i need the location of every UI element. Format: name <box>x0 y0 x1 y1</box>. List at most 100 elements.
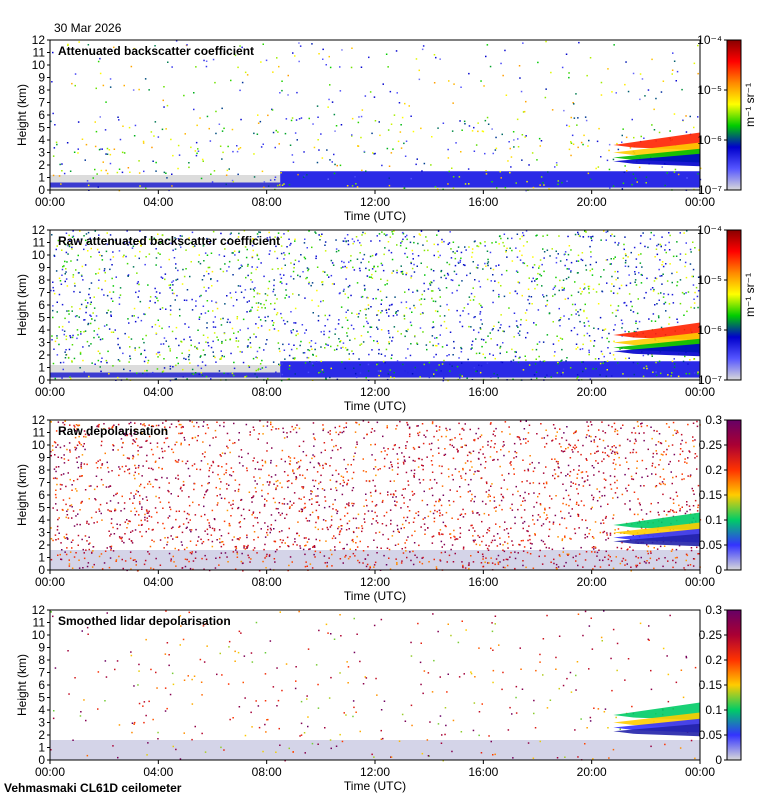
boundary-layer-band <box>50 550 700 570</box>
x-tick-label: 00:00 <box>35 195 65 209</box>
y-tick-label: 7 <box>38 286 45 300</box>
heatmap-field <box>50 230 700 382</box>
x-axis: 00:00 04:00 08:00 12:00 16:00 20:00 00:00 Time … <box>35 380 715 413</box>
x-tick-label: 00:00 <box>35 385 65 399</box>
y-tick-label: 9 <box>38 641 45 655</box>
y-tick-label: 7 <box>38 96 45 110</box>
y-tick-label: 4 <box>38 323 45 337</box>
x-tick-label: 20:00 <box>577 765 607 779</box>
colorbar-tick-label: 10⁻⁴ <box>697 223 722 237</box>
panel-title: Smoothed lidar depolarisation <box>58 614 231 628</box>
panel-title: Raw attenuated backscatter coefficient <box>58 234 280 248</box>
x-axis: 00:00 04:00 08:00 12:00 16:00 20:00 00:00 Time … <box>35 760 715 793</box>
colorbar-tick-label: 0.25 <box>699 628 723 642</box>
y-tick-label: 5 <box>38 311 45 325</box>
colorbar-tick-label: 0.05 <box>699 538 723 552</box>
colorbar-tick-label: 0.25 <box>699 438 723 452</box>
colorbar: 10⁻⁷ 10⁻⁶ 10⁻⁵ 10⁻⁴ m⁻¹ sr⁻¹ <box>697 33 757 197</box>
x-tick-label: 00:00 <box>35 575 65 589</box>
y-tick-label: 1 <box>38 551 45 565</box>
x-axis-label: Time (UTC) <box>344 209 406 223</box>
colorbar-tick-label: 10⁻⁴ <box>697 33 722 47</box>
y-tick-label: 5 <box>38 501 45 515</box>
y-axis-label: Height (km) <box>15 654 29 716</box>
colorbar-tick-label: 10⁻⁵ <box>697 83 722 97</box>
y-tick-label: 9 <box>38 451 45 465</box>
y-tick-label: 2 <box>38 728 45 742</box>
x-tick-label: 12:00 <box>360 765 390 779</box>
y-tick-label: 1 <box>38 361 45 375</box>
x-tick-label: 00:00 <box>35 765 65 779</box>
x-tick-label: 00:00 <box>685 195 715 209</box>
date-label: 30 Mar 2026 <box>54 21 122 35</box>
x-tick-label: 08:00 <box>252 385 282 399</box>
y-tick-label: 2 <box>38 158 45 172</box>
cloud-feature <box>613 132 700 167</box>
colorbar: 10⁻⁷ 10⁻⁶ 10⁻⁵ 10⁻⁴ m⁻¹ sr⁻¹ <box>697 223 757 387</box>
aerosol-layer <box>280 171 700 188</box>
boundary-layer-band <box>50 740 700 760</box>
x-axis-label: Time (UTC) <box>344 779 406 793</box>
y-tick-label: 4 <box>38 513 45 527</box>
panel-title: Attenuated backscatter coefficient <box>58 44 254 58</box>
x-axis: 00:00 04:00 08:00 12:00 16:00 20:00 00:00 Time … <box>35 190 715 223</box>
colorbar-tick-label: 0.05 <box>699 728 723 742</box>
x-tick-label: 16:00 <box>468 765 498 779</box>
x-tick-label: 04:00 <box>143 575 173 589</box>
heatmap-field <box>50 420 702 572</box>
heatmap-field <box>50 610 700 762</box>
colorbar-tick-label: 0 <box>715 563 722 577</box>
y-tick-label: 6 <box>38 298 45 312</box>
y-tick-label: 8 <box>38 463 45 477</box>
y-tick-label: 11 <box>33 236 46 250</box>
x-tick-label: 20:00 <box>577 385 607 399</box>
y-tick-label: 2 <box>38 538 45 552</box>
y-tick-label: 8 <box>38 273 45 287</box>
y-tick-label: 12 <box>32 413 46 427</box>
x-axis: 00:00 04:00 08:00 12:00 16:00 20:00 00:00 Time … <box>35 570 715 603</box>
x-tick-label: 00:00 <box>685 765 715 779</box>
x-tick-label: 04:00 <box>143 195 173 209</box>
colorbar-tick-label: 0.15 <box>699 678 723 692</box>
colorbar-tick-label: 10⁻⁶ <box>697 323 722 337</box>
cloud-feature <box>613 322 700 357</box>
plot-area <box>50 420 700 570</box>
y-tick-label: 11 <box>33 616 46 630</box>
instrument-footer: Vehmasmaki CL61D ceilometer <box>4 781 182 795</box>
cloud-feature <box>613 702 700 737</box>
cloud-feature <box>613 512 700 547</box>
x-tick-label: 04:00 <box>143 385 173 399</box>
y-tick-label: 10 <box>32 58 46 72</box>
colorbar-tick-label: 0.1 <box>705 703 722 717</box>
x-tick-label: 12:00 <box>360 385 390 399</box>
colorbar-tick-label: 0 <box>715 753 722 767</box>
y-tick-label: 8 <box>38 83 45 97</box>
y-tick-label: 11 <box>33 426 46 440</box>
y-tick-label: 2 <box>38 348 45 362</box>
x-tick-label: 16:00 <box>468 575 498 589</box>
plot-area <box>50 230 700 380</box>
y-tick-label: 10 <box>32 438 46 452</box>
y-tick-label: 12 <box>32 603 46 617</box>
plot-area <box>50 40 700 190</box>
x-tick-label: 08:00 <box>252 575 282 589</box>
colorbar: 0 0.05 0.1 0.15 0.2 0.25 0.3 <box>699 603 742 767</box>
y-tick-label: 5 <box>38 121 45 135</box>
colorbar-ramp <box>726 419 742 571</box>
x-tick-label: 08:00 <box>252 765 282 779</box>
y-tick-label: 3 <box>38 336 45 350</box>
x-tick-label: 20:00 <box>577 195 607 209</box>
y-tick-label: 1 <box>38 171 45 185</box>
y-tick-label: 4 <box>38 703 45 717</box>
colorbar: 0 0.05 0.1 0.15 0.2 0.25 0.3 <box>699 413 742 577</box>
x-tick-label: 12:00 <box>360 195 390 209</box>
y-tick-label: 5 <box>38 691 45 705</box>
y-tick-label: 8 <box>38 653 45 667</box>
y-tick-label: 0 <box>38 563 45 577</box>
colorbar-tick-label: 10⁻⁵ <box>697 273 722 287</box>
